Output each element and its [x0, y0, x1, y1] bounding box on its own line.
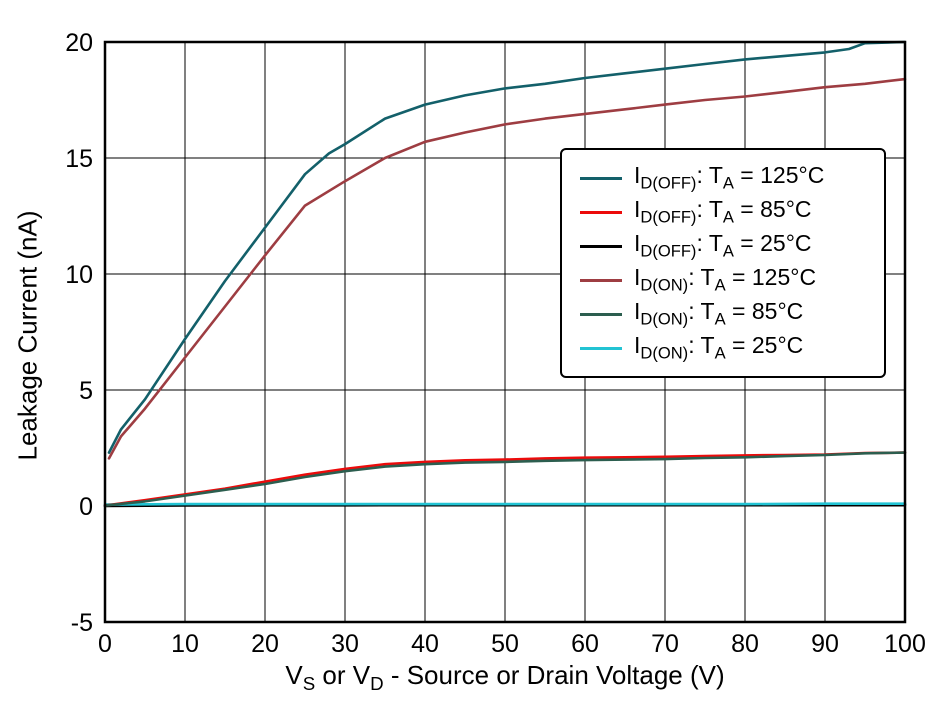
- x-tick-label: 100: [884, 630, 926, 658]
- y-tick-label: 5: [79, 377, 93, 405]
- plot-border: [103, 40, 907, 624]
- legend-swatch-id-off-85c: [580, 210, 622, 214]
- legend-label-id-off-85c: ID(OFF): TA = 85°C: [634, 196, 812, 227]
- y-tick-label: -5: [71, 609, 93, 637]
- x-tick-label: 70: [651, 630, 679, 658]
- legend-item-id-on-25c: ID(ON): TA = 25°C: [580, 331, 884, 365]
- curve-id-on-85c: [103, 451, 907, 507]
- x-tick-label: 0: [98, 630, 112, 658]
- curve-id-on-25c: [103, 502, 907, 506]
- legend-label-id-off-125c: ID(OFF): TA = 125°C: [634, 162, 825, 193]
- legend-swatch-id-on-85c: [580, 312, 622, 316]
- x-tick-label: 50: [491, 630, 519, 658]
- legend-label-id-off-25c: ID(OFF): TA = 25°C: [634, 230, 812, 261]
- legend-swatch-id-off-25c: [580, 244, 622, 248]
- y-axis-label: Leakage Current (nA): [12, 210, 43, 461]
- x-tick-label: 90: [811, 630, 839, 658]
- y-tick-label: 0: [79, 493, 93, 521]
- legend-swatch-id-on-125c: [580, 278, 622, 282]
- x-axis-label: VS or VD - Source or Drain Voltage (V): [285, 660, 725, 695]
- legend-swatch-id-on-25c: [580, 346, 622, 350]
- legend-item-id-off-85c: ID(OFF): TA = 85°C: [580, 195, 884, 229]
- legend-item-id-on-85c: ID(ON): TA = 85°C: [580, 297, 884, 331]
- y-tick-label: 20: [65, 29, 93, 57]
- legend-item-id-off-25c: ID(OFF): TA = 25°C: [580, 229, 884, 263]
- legend-label-id-on-125c: ID(ON): TA = 125°C: [634, 264, 817, 295]
- legend-label-id-on-25c: ID(ON): TA = 25°C: [634, 332, 804, 363]
- curve-id-on-125c: [107, 77, 907, 460]
- x-tick-label: 10: [171, 630, 199, 658]
- legend: ID(OFF): TA = 125°C ID(OFF): TA = 85°C ID(…: [560, 148, 886, 378]
- x-tick-label: 80: [731, 630, 759, 658]
- x-tick-label: 20: [251, 630, 279, 658]
- y-tick-label: 15: [65, 145, 93, 173]
- x-tick-label: 40: [411, 630, 439, 658]
- legend-item-id-on-125c: ID(ON): TA = 125°C: [580, 263, 884, 297]
- legend-swatch-id-off-125c: [580, 176, 622, 180]
- curve-id-off-85c: [103, 451, 907, 507]
- x-tick-label: 60: [571, 630, 599, 658]
- curves: [103, 40, 907, 508]
- y-tick-label: 10: [65, 261, 93, 289]
- curve-id-off-125c: [107, 40, 907, 454]
- x-tick-label: 30: [331, 630, 359, 658]
- legend-item-id-off-125c: ID(OFF): TA = 125°C: [580, 161, 884, 195]
- legend-label-id-on-85c: ID(ON): TA = 85°C: [634, 298, 804, 329]
